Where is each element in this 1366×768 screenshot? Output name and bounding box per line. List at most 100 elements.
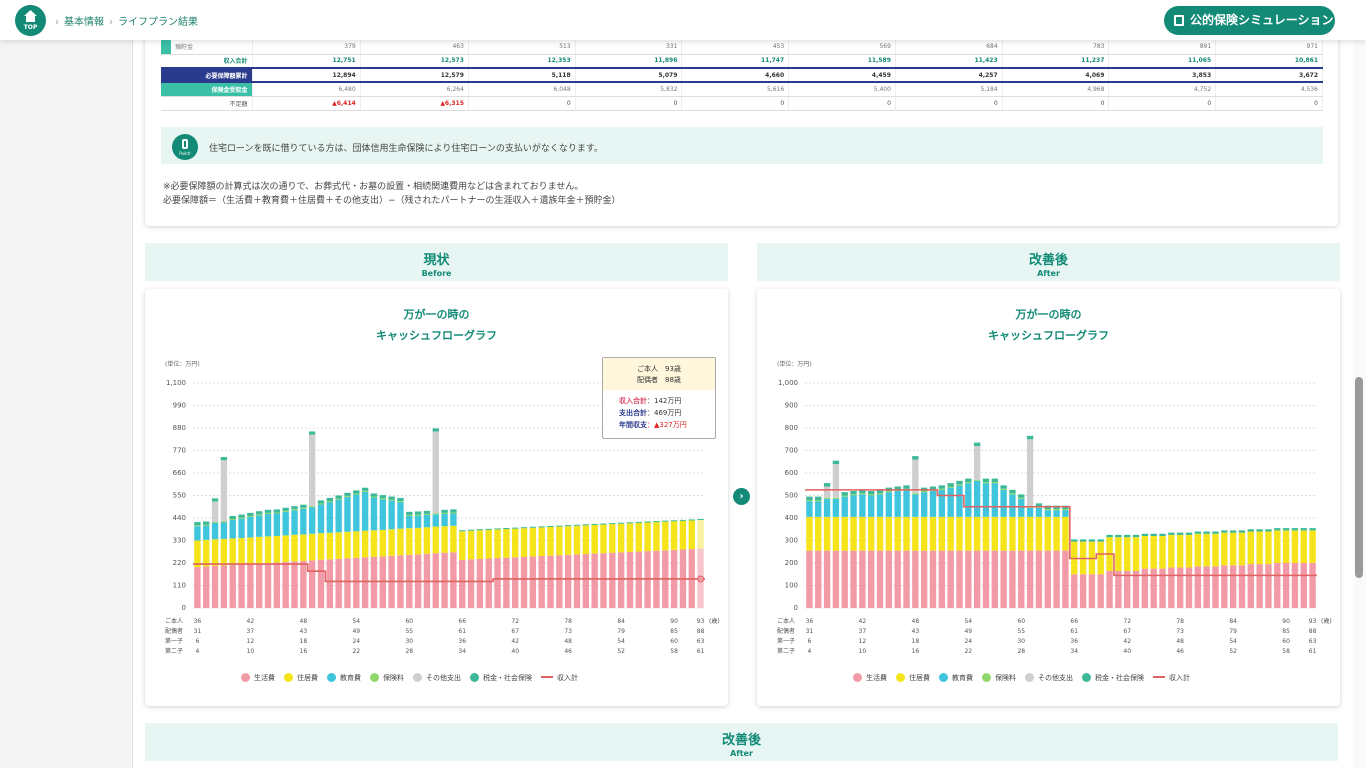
bar-segment [1018, 497, 1025, 499]
bar-segment [414, 514, 422, 516]
y-tick-label: 500 [785, 492, 798, 500]
bar-segment [353, 494, 360, 532]
breadcrumb-item-basic-info[interactable]: 基本情報 [64, 17, 104, 28]
bar-segment [662, 520, 669, 522]
bar-segment [823, 497, 831, 499]
bar-segment [220, 457, 228, 461]
age-tick-label: 61 [458, 628, 466, 635]
bar-segment [991, 483, 998, 517]
bar-segment [361, 491, 369, 531]
bar-segment [609, 524, 616, 553]
bar-segment [832, 550, 840, 608]
breadcrumb-item-lifeplan-result[interactable]: ライフプラン結果 [118, 17, 198, 28]
legend-item[interactable]: 税金・社会保険 [1082, 673, 1144, 683]
table-cell: 4,459 [788, 67, 896, 83]
bar-segment [538, 526, 545, 528]
table-cell: 11,747 [681, 54, 790, 69]
bar-segment [1026, 435, 1034, 440]
bar-segment [1088, 574, 1096, 608]
y-tick-label: 550 [173, 492, 186, 500]
bar-segment [859, 489, 866, 494]
arrow-right-icon[interactable]: › [733, 488, 750, 505]
bar-segment [876, 516, 884, 551]
bar-segment [529, 527, 537, 557]
table-cell: 12,579 [360, 67, 469, 83]
legend-item[interactable]: 保険料 [370, 673, 404, 683]
legend-item[interactable]: 生活費 [241, 673, 275, 683]
row-label: 預貯金 [161, 40, 253, 55]
age-tick-label: 85 [670, 628, 678, 635]
bar-segment [1185, 534, 1193, 568]
bar-segment [450, 512, 457, 514]
table-cell: 11,065 [1108, 54, 1217, 69]
bar-segment [317, 504, 325, 534]
bar-segment [247, 516, 254, 538]
top-home-button[interactable]: TOP [15, 5, 46, 36]
table-cell: 12,751 [252, 54, 361, 69]
bar-segment [1229, 532, 1237, 566]
bar-segment [194, 522, 201, 526]
public-insurance-simulation-button[interactable]: 公的保険シミュレーション [1164, 6, 1335, 35]
bar-segment [379, 499, 386, 530]
legend-item[interactable]: 税金・社会保険 [470, 673, 532, 683]
legend-item[interactable]: 収入計 [541, 673, 578, 683]
legend-swatch [1025, 673, 1034, 682]
table-cell: 11,589 [788, 54, 896, 69]
bar-segment [947, 483, 954, 487]
y-tick-label: 880 [173, 424, 186, 432]
bar-segment [229, 515, 236, 520]
bar-segment [211, 539, 219, 566]
income-point-marker [697, 575, 705, 583]
table-row: 保険金受取金 6,480 6,264 6,048 5,832 5,616 5,400 5,18… [161, 82, 1323, 97]
bar-segment [832, 497, 840, 499]
bar-segment [238, 518, 245, 539]
bar-segment [1035, 516, 1043, 551]
legend-item[interactable]: 生活費 [853, 673, 887, 683]
bar-segment [591, 553, 598, 608]
bar-segment [920, 491, 928, 493]
after-unit-label: (単位：万円) [777, 361, 812, 368]
after-title: 改善後 [1028, 253, 1068, 268]
bar-segment [885, 491, 893, 493]
bar-segment [388, 496, 395, 500]
after-header: 改善後 After [757, 243, 1340, 281]
bar-segment [1274, 530, 1281, 563]
bar-segment [947, 486, 954, 488]
y-tick-label: 660 [173, 469, 186, 477]
bar-segment [1044, 516, 1051, 551]
before-subtitle: Before [421, 269, 452, 278]
bar-segment [1000, 516, 1007, 551]
bar-segment [868, 491, 875, 495]
age-tick-label: 36 [806, 618, 814, 625]
legend-item[interactable]: 住居費 [284, 673, 318, 683]
point-note-text: 住宅ローンを既に借りている方は、団体信用生命保険により住宅ローンの支払いがなくな… [209, 144, 604, 154]
legend-item[interactable]: 教育費 [327, 673, 361, 683]
bar-segment [1053, 550, 1060, 608]
bar-segment [956, 550, 963, 608]
legend-item[interactable]: 収入計 [1153, 673, 1190, 683]
legend-item[interactable]: その他支出 [413, 673, 461, 683]
bar-segment [194, 526, 201, 541]
table-cell: 4,536 [1215, 82, 1323, 97]
y-tick-label: 900 [785, 402, 798, 410]
legend-item[interactable]: 教育費 [939, 673, 973, 683]
bar-segment [361, 490, 369, 492]
bar-segment [1256, 531, 1263, 565]
tooltip-income: ：142万円 [647, 397, 682, 405]
scrollbar-thumb[interactable] [1355, 377, 1363, 578]
bar-segment [850, 494, 857, 496]
bar-segment [850, 495, 857, 517]
legend-item[interactable]: その他支出 [1025, 673, 1073, 683]
table-cell: 971 [1215, 40, 1323, 55]
bar-segment [423, 527, 431, 554]
bar-segment [982, 516, 990, 551]
bar-segment [1300, 563, 1307, 608]
legend-item[interactable]: 住居費 [896, 673, 930, 683]
bar-segment [1185, 532, 1193, 535]
bar-segment [876, 494, 884, 517]
tooltip-balance: ：▲327万円 [647, 421, 687, 429]
legend-item[interactable]: 保険料 [982, 673, 1016, 683]
table-cell: ▲6,315 [360, 96, 469, 111]
bar-segment [273, 513, 281, 536]
age-tick-label: 72 [1123, 618, 1131, 625]
